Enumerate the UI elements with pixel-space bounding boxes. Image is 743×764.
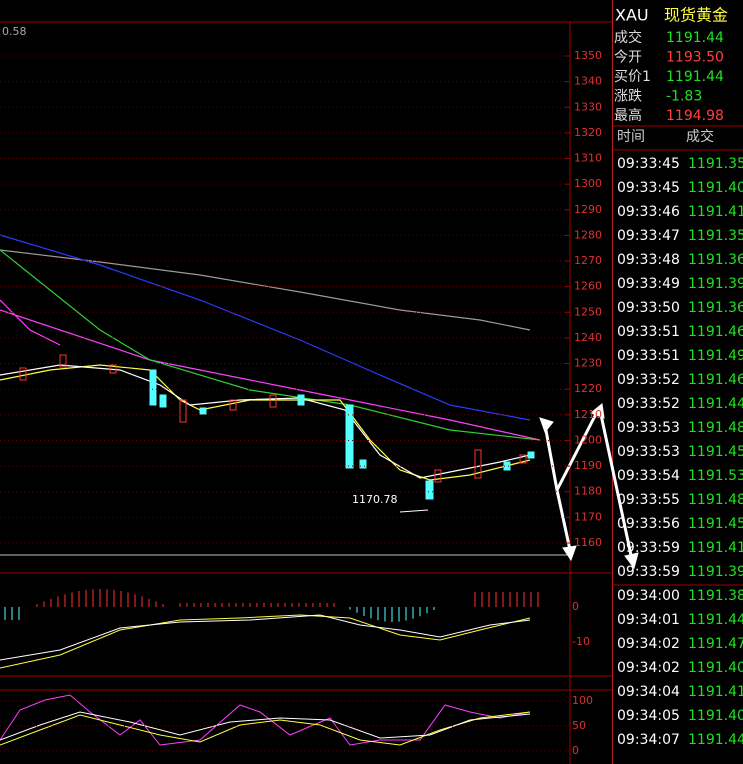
- quote-label: 最高: [614, 107, 642, 124]
- trade-price: 1191.44: [688, 612, 743, 628]
- trades-price-header: 成交: [686, 128, 714, 145]
- macd-bars: [4, 589, 539, 622]
- quote-value: -1.83: [666, 89, 702, 105]
- price-label: 1280: [574, 228, 602, 241]
- trade-time: 09:33:50: [617, 300, 680, 316]
- macd-lines: [0, 614, 531, 669]
- trade-time: 09:33:51: [617, 348, 680, 364]
- macd-label: -10: [572, 635, 590, 648]
- trade-time: 09:33:55: [617, 492, 680, 508]
- trade-time: 09:34:07: [617, 732, 680, 748]
- trade-price: 1191.53: [688, 468, 743, 484]
- symbol-name: 现货黄金: [664, 6, 728, 25]
- macd-label: 0: [572, 600, 579, 613]
- price-label: 1170: [574, 510, 602, 523]
- trade-time: 09:34:04: [617, 684, 680, 700]
- low-annotation: 1170.78: [352, 493, 398, 506]
- price-label: 1340: [574, 75, 602, 88]
- candles: [19, 354, 535, 513]
- corner-value: 0.58: [2, 25, 27, 38]
- trade-price: 1191.46: [688, 324, 743, 340]
- price-label: 1220: [574, 382, 602, 395]
- kdj-label: 50: [572, 719, 586, 732]
- price-label: 1330: [574, 100, 602, 113]
- trade-time: 09:33:45: [617, 180, 680, 196]
- trade-time: 09:34:02: [617, 660, 680, 676]
- trade-time: 09:34:00: [617, 588, 680, 604]
- trade-price: 1191.49: [688, 348, 743, 364]
- price-label: 1290: [574, 203, 602, 216]
- trade-price: 1191.48: [688, 420, 743, 436]
- price-label: 1210: [574, 408, 602, 421]
- trade-time: 09:33:46: [617, 204, 680, 220]
- trade-time: 09:33:49: [617, 276, 680, 292]
- price-label: 1200: [574, 433, 602, 446]
- trades-time-header: 时间: [617, 129, 645, 145]
- trade-price: 1191.44: [688, 396, 743, 412]
- trade-price: 1191.36: [688, 300, 743, 316]
- trade-price: 1191.35: [688, 156, 743, 172]
- trade-time: 09:33:59: [617, 540, 680, 556]
- trade-price: 1191.44: [688, 732, 743, 748]
- trade-price: 1191.39: [688, 564, 743, 580]
- symbol: XAU: [615, 6, 649, 25]
- trade-price: 1191.47: [688, 636, 743, 652]
- quote-label: 今开: [614, 50, 642, 66]
- price-label: 1270: [574, 254, 602, 267]
- quote-label: 涨跌: [614, 89, 642, 105]
- quote-value: 1194.98: [666, 108, 724, 124]
- trade-time: 09:33:54: [617, 468, 680, 484]
- kdj-lines: [0, 694, 531, 746]
- trade-time: 09:34:02: [617, 636, 680, 652]
- price-label: 1310: [574, 152, 602, 165]
- trade-time: 09:33:48: [617, 252, 680, 268]
- price-label: 1300: [574, 177, 602, 190]
- trade-time: 09:34:01: [617, 612, 680, 628]
- trade-price: 1191.40: [688, 708, 743, 724]
- kdj-label: 100: [572, 694, 593, 707]
- price-label: 1240: [574, 331, 602, 344]
- price-label: 1160: [574, 536, 602, 549]
- trade-price: 1191.39: [688, 276, 743, 292]
- quote-value: 1191.44: [666, 30, 724, 46]
- price-label: 1250: [574, 305, 602, 318]
- trade-price: 1191.46: [688, 372, 743, 388]
- price-label: 1350: [574, 49, 602, 62]
- trade-price: 1191.41: [688, 684, 743, 700]
- trade-price: 1191.35: [688, 228, 743, 244]
- quote-value: 1191.44: [666, 69, 724, 85]
- trade-price: 1191.38: [688, 588, 743, 604]
- trade-time: 09:33:59: [617, 564, 680, 580]
- trade-price: 1191.41: [688, 540, 743, 556]
- price-label: 1320: [574, 126, 602, 139]
- trade-price: 1191.36: [688, 252, 743, 268]
- moving-averages: [0, 234, 541, 481]
- trade-time: 09:33:53: [617, 444, 680, 460]
- trade-price: 1191.40: [688, 180, 743, 196]
- trade-time: 09:33:52: [617, 372, 680, 388]
- trade-time: 09:33:45: [617, 156, 680, 172]
- price-label: 1260: [574, 280, 602, 293]
- trade-price: 1191.40: [688, 660, 743, 676]
- trade-time: 09:33:52: [617, 396, 680, 412]
- trade-time: 09:33:47: [617, 228, 680, 244]
- annotation-arrows: [539, 403, 639, 570]
- trade-time: 09:33:51: [617, 324, 680, 340]
- quote-value: 1193.50: [666, 50, 724, 66]
- trade-time: 09:33:53: [617, 420, 680, 436]
- price-label: 1180: [574, 485, 602, 498]
- quote-label: 买价1: [614, 69, 651, 85]
- trade-price: 1191.41: [688, 204, 743, 220]
- trade-price: 1191.45: [688, 516, 743, 532]
- price-label: 1190: [574, 459, 602, 472]
- trade-price: 1191.48: [688, 492, 743, 508]
- kdj-label: 0: [572, 744, 579, 757]
- trade-time: 09:33:56: [617, 516, 680, 532]
- quote-label: 成交: [614, 29, 642, 46]
- trade-price: 1191.45: [688, 444, 743, 460]
- trade-time: 09:34:05: [617, 708, 680, 724]
- price-label: 1230: [574, 357, 602, 370]
